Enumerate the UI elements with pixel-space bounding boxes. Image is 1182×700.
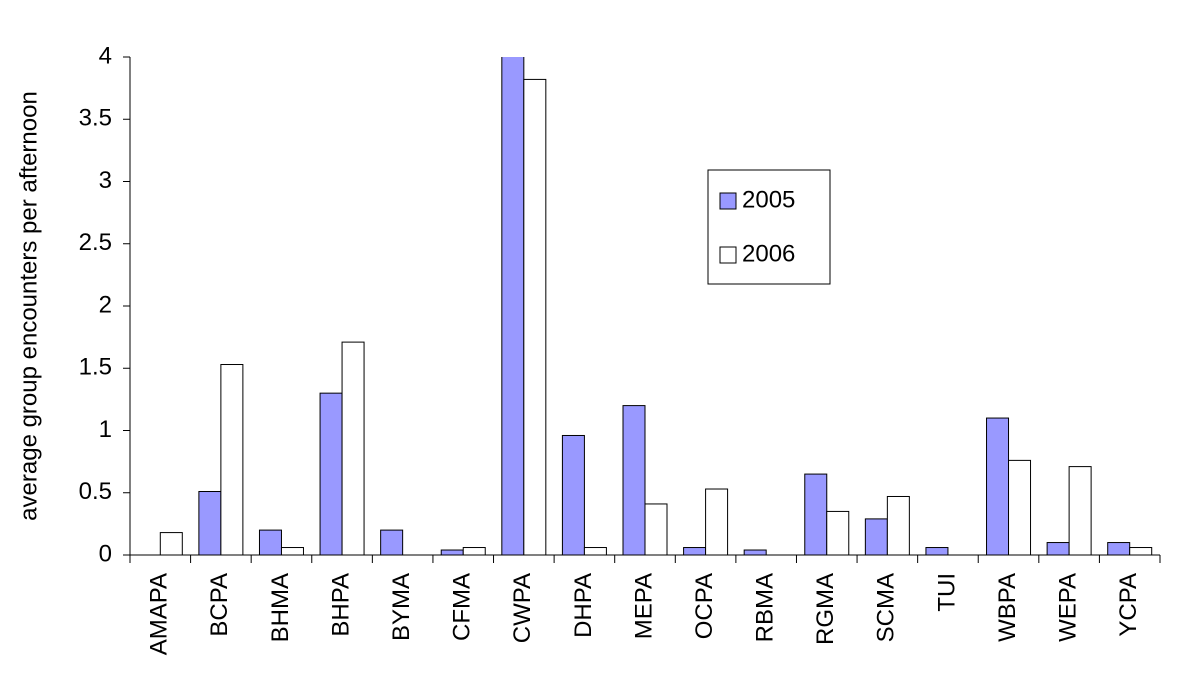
bar [886,495,910,555]
y-tick-label: 0.5 [79,478,112,505]
bar [925,547,949,555]
y-tick-label: 4 [99,42,112,69]
x-tick-label: BYMA [388,573,415,641]
bar [683,547,707,555]
x-tick-label: RGMA [812,573,839,645]
bar [826,510,850,555]
y-tick-label: 2 [99,291,112,318]
x-tick-label: BHPA [327,573,354,637]
bar [583,547,607,555]
bar [986,417,1010,555]
bar [380,529,404,555]
x-tick-label: WEPA [1054,573,1081,642]
legend-swatch [719,192,737,210]
bar [561,434,585,555]
y-tick-label: 1 [99,416,112,443]
bar [622,405,646,555]
x-tick-label: SCMA [873,573,900,642]
bar [804,473,828,555]
bar [1046,542,1070,555]
x-tick-label: AMAPA [146,573,173,655]
bar [220,364,244,555]
bar [1129,547,1153,555]
bar [705,488,729,555]
x-tick-label: WBPA [994,573,1021,642]
bar [1068,466,1092,555]
bar [280,547,304,555]
legend-label: 2005 [742,186,795,213]
bar [501,57,525,555]
bar [462,547,486,555]
bar [1008,459,1032,555]
x-tick-label: RBMA [752,573,779,642]
y-tick-label: 3.5 [79,105,112,132]
x-tick-label: OCPA [691,573,718,639]
x-tick-label: CWPA [509,573,536,643]
bar [319,392,343,555]
bar [523,78,547,555]
x-tick-label: YCPA [1115,573,1142,637]
bar [644,503,668,555]
y-tick-label: 1.5 [79,354,112,381]
legend-box [707,169,831,285]
x-tick-label: MEPA [630,573,657,639]
bar [258,529,282,555]
x-tick-label: BCPA [206,573,233,637]
bars [159,57,1153,555]
bar [440,549,464,555]
bar [198,491,222,555]
x-tick-label: BHMA [267,573,294,642]
x-tick-label: TUI [933,573,960,612]
bar [864,518,888,555]
bar [341,341,365,555]
y-tick-label: 3 [99,167,112,194]
y-axis-label: average group encounters per afternoon [15,91,42,521]
legend-swatch [719,246,737,264]
bar [159,532,183,555]
legend-label: 2006 [742,240,795,267]
x-tick-label: DHPA [570,573,597,638]
y-tick-label: 2.5 [79,229,112,256]
y-tick-label: 0 [99,540,112,567]
x-tick-label: CFMA [449,573,476,641]
bar [1107,542,1131,555]
bar [743,549,767,555]
